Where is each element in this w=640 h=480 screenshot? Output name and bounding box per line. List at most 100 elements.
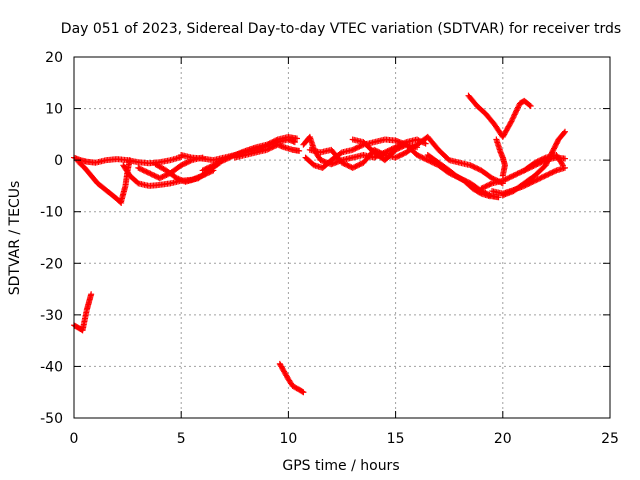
data-point [541,155,548,162]
grid [74,57,610,418]
data-point [352,145,359,152]
data-point [473,164,479,171]
data-point [180,161,187,168]
data-point [499,177,506,184]
x-tick-label: 20 [494,431,512,447]
data-point [126,157,133,164]
data-point [511,112,518,119]
data-point [400,150,407,157]
data-point [467,162,474,169]
data-point [514,105,521,112]
data-point [510,114,517,121]
data-point [219,157,226,164]
x-tick-label: 0 [70,431,79,447]
data-point [471,164,478,171]
data-point [263,146,270,153]
data-point [146,170,153,177]
data-point [541,173,548,180]
series-track [231,141,303,161]
data-point [550,168,557,175]
data-point [147,170,154,177]
data-point [227,153,234,160]
data-point [475,166,482,173]
data-point [140,167,147,174]
data-point [371,154,378,161]
data-point [540,173,546,180]
data-point [538,174,545,181]
data-point [545,171,552,178]
data-point [509,117,516,124]
data-point [549,169,556,176]
data-series [71,92,568,396]
data-point [517,169,524,176]
data-point [159,173,166,180]
y-tick-label: -20 [40,256,63,272]
data-point [561,155,568,162]
data-point [395,145,402,152]
data-point [395,153,402,160]
data-point [535,175,542,182]
data-point [347,163,354,170]
data-point [199,167,206,174]
data-point [135,164,142,171]
data-point [538,156,545,163]
data-point [399,143,406,150]
data-point [526,102,533,109]
data-point [344,162,351,169]
data-point [559,162,566,169]
data-point [206,164,213,171]
data-point [396,152,403,159]
data-point [88,291,95,298]
y-tick-label: -10 [40,205,63,221]
data-point [215,159,222,166]
data-point [548,170,555,177]
data-point [353,162,360,169]
data-point [341,161,348,168]
data-point [267,139,274,146]
data-point [418,153,425,160]
data-point [509,173,516,180]
series-track [493,136,508,179]
x-tick-label: 5 [177,431,186,447]
plot-frame [73,56,611,419]
data-point [356,161,363,168]
data-point [420,155,427,162]
data-point [144,169,151,176]
data-point [300,389,307,396]
data-point [266,140,273,147]
data-point [352,163,359,170]
data-point [515,103,522,110]
data-point [419,154,426,161]
data-point [179,161,186,168]
data-point [205,164,211,171]
data-point [503,175,510,182]
data-point [424,157,431,164]
data-point [481,184,488,191]
data-point [506,174,513,181]
data-point [291,139,298,146]
y-tick-label: 0 [54,153,63,169]
x-axis-label: GPS time / hours [282,458,399,474]
data-point [537,157,544,164]
data-point [356,143,363,150]
data-point [535,157,542,164]
data-point [178,162,185,169]
data-point [142,168,149,175]
data-point [510,172,517,179]
data-point [509,115,516,122]
data-point [340,160,347,167]
data-point [483,182,490,189]
data-point [487,180,494,187]
data-point [393,153,400,160]
data-point [486,193,493,200]
data-point [397,144,404,151]
data-point [392,146,399,153]
x-axis-ticks: 0 5 10 15 20 25 [70,57,619,447]
data-point [150,171,157,178]
data-point [505,175,512,182]
data-point [200,166,207,173]
data-point [508,118,515,125]
data-point [162,172,169,179]
data-point [343,161,350,168]
data-point [507,119,514,126]
